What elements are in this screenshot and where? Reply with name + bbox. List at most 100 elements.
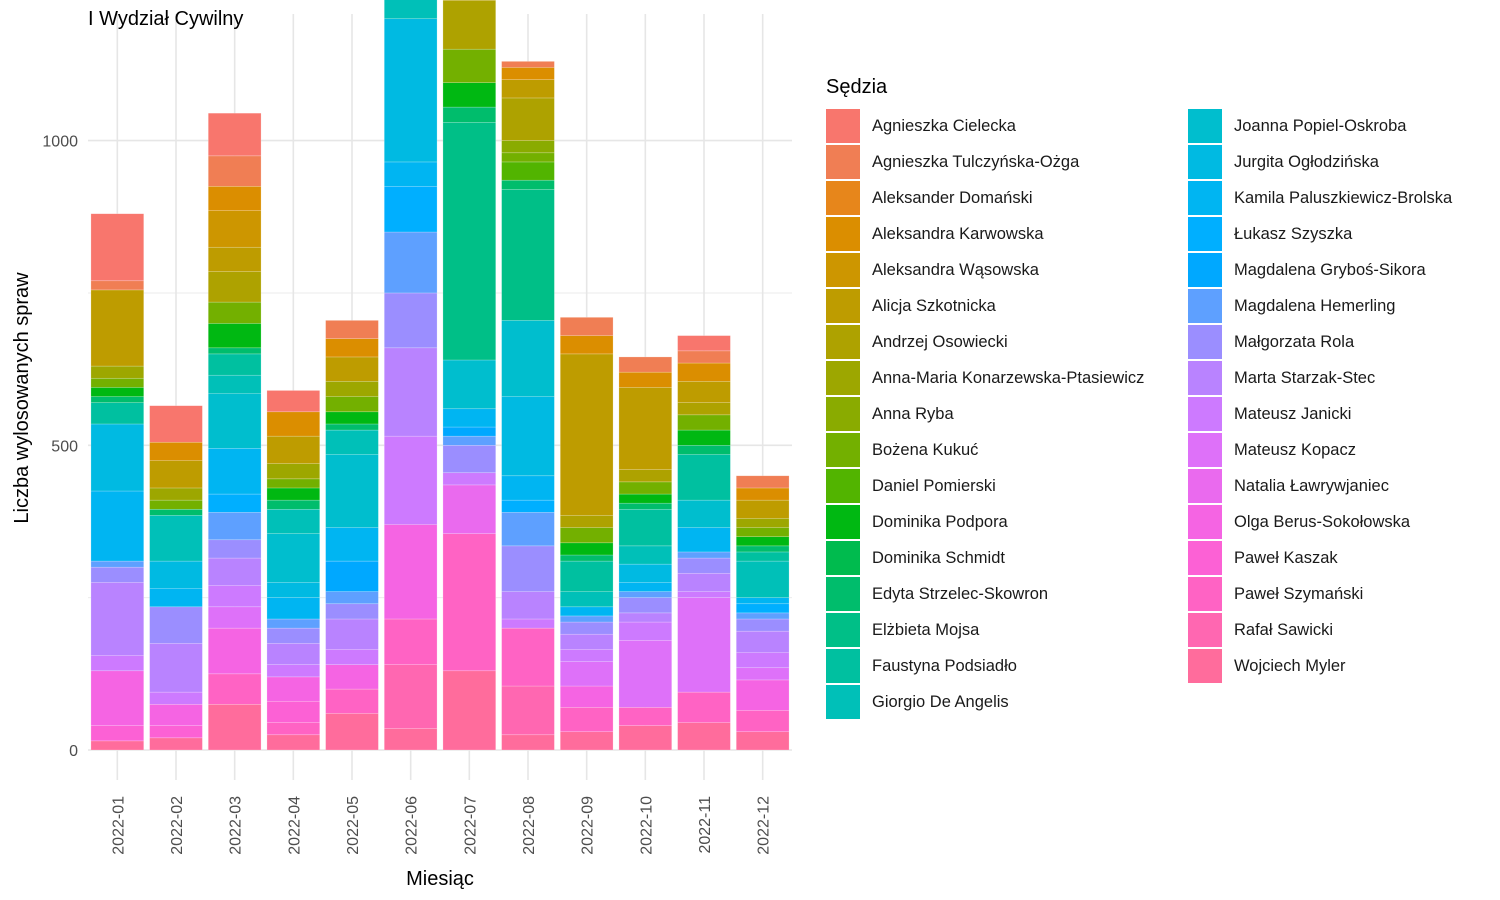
bar-segment [149, 643, 203, 693]
bar-segment [90, 289, 145, 367]
bar-segment [207, 210, 262, 248]
legend-label: Kamila Paluszkiewicz-Brolska [1234, 188, 1453, 207]
bar-segment [149, 703, 203, 726]
bar-segment [735, 618, 790, 632]
bar-segment [90, 670, 145, 726]
legend-item: Jurgita Ogłodzińska [1188, 144, 1379, 180]
bar-segment [677, 572, 731, 592]
bar-segment [735, 612, 790, 620]
bar-segment [383, 161, 438, 187]
legend-key [826, 397, 860, 431]
bar-segment [501, 512, 555, 547]
legend-item: Aleksandra Wąsowska [826, 252, 1039, 288]
bar-segment [677, 454, 731, 501]
bar-segment [383, 292, 438, 349]
x-tick-label: 2022-10 [638, 796, 655, 855]
bar-segment [207, 112, 262, 157]
bar-segment [325, 356, 379, 382]
legend-label: Aleksandra Wąsowska [872, 260, 1039, 279]
bar-segment [442, 472, 497, 486]
bar-segment [618, 356, 673, 373]
legend-key [826, 577, 860, 611]
legend-key [826, 505, 860, 539]
legend-key [826, 181, 860, 215]
y-tick-label: 0 [69, 743, 78, 760]
bar-segment [735, 487, 790, 501]
legend-key [1188, 109, 1222, 143]
bar-segment [325, 429, 379, 455]
bar-segment [207, 246, 262, 272]
bar-segment [266, 627, 321, 644]
legend-item: Aleksander Domański [826, 180, 1033, 216]
legend-key [826, 289, 860, 323]
bar-segment [207, 155, 262, 187]
legend-item: Faustyna Podsiadło [826, 648, 1017, 684]
bar-segment [383, 347, 438, 437]
bar-segment [207, 703, 262, 751]
y-tick-label: 1000 [42, 134, 78, 151]
bar-segment [90, 725, 145, 742]
legend-key [826, 613, 860, 647]
legend-item: Paweł Kaszak [1188, 540, 1338, 576]
legend-label: Faustyna Podsiadło [872, 656, 1017, 675]
bar-segment [618, 591, 673, 598]
x-tick-label: 2022-06 [404, 796, 421, 855]
bar-segment [325, 664, 379, 690]
bar-segment [501, 591, 555, 620]
bar-segment [325, 713, 379, 751]
bar-segment [559, 731, 614, 751]
bar-segment [442, 48, 497, 84]
bar-segment [559, 554, 614, 562]
bar-segment [149, 499, 203, 510]
legend-item: Elżbieta Mojsa [826, 612, 979, 648]
bar-segment [383, 524, 438, 620]
bar-segment [559, 317, 614, 336]
y-axis-title: Liczba wylosowanych spraw [11, 272, 33, 524]
bar-segment [677, 402, 731, 416]
bar-segment [735, 597, 790, 605]
legend-key [826, 361, 860, 395]
bar-segment [501, 499, 555, 513]
bar-segment [677, 527, 731, 553]
x-tick-label: 2022-08 [521, 796, 538, 855]
x-tick-label: 2022-11 [697, 796, 714, 854]
bars [90, 0, 790, 751]
legend-label: Agnieszka Cielecka [872, 116, 1016, 135]
legend-item: Kamila Paluszkiewicz-Brolska [1188, 180, 1452, 216]
bar-segment [677, 350, 731, 364]
legend-item: Wojciech Myler [1188, 648, 1346, 684]
legend-label: Wojciech Myler [1234, 656, 1346, 675]
bar-segment [266, 463, 321, 480]
bar-segment [149, 515, 203, 562]
legend-label: Marta Starzak-Stec [1234, 368, 1376, 387]
bar-segment [442, 82, 497, 108]
legend-item: Giorgio De Angelis [826, 684, 1009, 720]
bar-segment [735, 536, 790, 547]
legend-key [1188, 613, 1222, 647]
legend-label: Andrzej Osowiecki [872, 332, 1008, 351]
bar-segment [735, 630, 790, 653]
x-tick-label: 2022-05 [345, 796, 362, 855]
bar-segment [207, 347, 262, 355]
legend-item: Andrzej Osowiecki [826, 324, 1008, 360]
legend-item: Mateusz Janicki [1188, 396, 1351, 432]
bar-segment [559, 685, 614, 708]
bar-segment [618, 612, 673, 623]
bar-segment [735, 679, 790, 711]
legend-label: Elżbieta Mojsa [872, 620, 980, 639]
bar-segment [735, 710, 790, 733]
bar-segment [149, 441, 203, 461]
legend-label: Giorgio De Angelis [872, 692, 1009, 711]
legend-item: Rafał Sawicki [1188, 612, 1333, 648]
bar-segment [325, 591, 379, 605]
bar-segment [618, 545, 673, 565]
legend-label: Magdalena Hemerling [1234, 296, 1396, 315]
bar-segment [559, 649, 614, 662]
bar-segment [501, 627, 555, 687]
bar-segment [677, 429, 731, 446]
bar-segment [735, 560, 790, 598]
bar-segment [325, 649, 379, 665]
bar-segment [677, 444, 731, 455]
legend-item: Alicja Szkotnicka [826, 288, 996, 324]
bar-segment [90, 423, 145, 492]
